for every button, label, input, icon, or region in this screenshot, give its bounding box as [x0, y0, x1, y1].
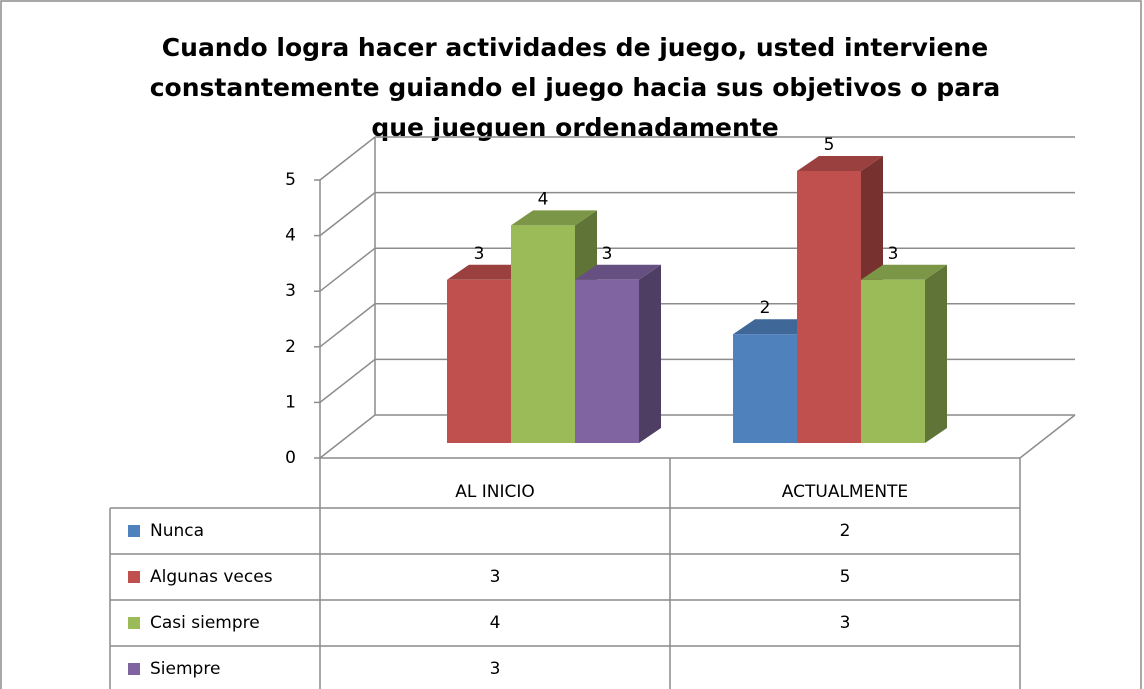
bar-top	[511, 210, 597, 226]
grid-line	[319, 303, 1075, 348]
y-tick-label: 3	[285, 281, 296, 301]
y-tick-label: 1	[285, 392, 296, 412]
bar-top	[861, 264, 947, 280]
table-value: 3	[840, 613, 851, 633]
bar-top	[797, 156, 883, 171]
legend-label: Siempre	[150, 659, 220, 679]
y-tick-label: 5	[285, 170, 296, 190]
bar-top	[575, 264, 661, 280]
grid-line	[319, 414, 1075, 459]
legend-key	[128, 663, 140, 675]
data-label: 3	[602, 244, 613, 264]
y-tick-label: 4	[285, 226, 296, 246]
grid-line	[319, 247, 1075, 292]
table-value: 3	[490, 659, 501, 679]
table-value: 2	[840, 521, 851, 541]
data-label: 3	[474, 244, 485, 264]
bar	[797, 171, 861, 443]
bar	[511, 225, 575, 443]
bar-side	[925, 264, 947, 443]
grid-line	[319, 358, 1075, 403]
grid-line	[319, 136, 1075, 181]
legend-label: Nunca	[150, 521, 204, 541]
data-label: 4	[538, 189, 549, 209]
bar	[447, 279, 511, 443]
x-tick-label: ACTUALMENTE	[782, 482, 908, 502]
floor	[320, 414, 1076, 459]
data-label: 3	[888, 244, 899, 264]
data-label: 2	[760, 298, 771, 318]
bar	[733, 334, 797, 443]
y-tick-label: 2	[285, 337, 296, 357]
grid-line	[319, 191, 1075, 237]
legend-label: Algunas veces	[150, 567, 273, 587]
bar	[861, 279, 925, 443]
y-tick-label: 0	[285, 448, 296, 468]
data-label: 5	[824, 135, 835, 155]
legend-key	[128, 571, 140, 583]
table-value: 5	[840, 567, 851, 587]
table-value: 3	[490, 567, 501, 587]
legend-key	[128, 617, 140, 629]
table-value: 4	[490, 613, 501, 633]
legend-key	[128, 525, 140, 537]
legend-label: Casi siempre	[150, 613, 260, 633]
bar	[575, 279, 639, 443]
chart-title: Cuando logra hacer actividades de juego,…	[149, 33, 1001, 142]
x-tick-label: AL INICIO	[455, 482, 535, 502]
bar-side	[639, 264, 661, 443]
